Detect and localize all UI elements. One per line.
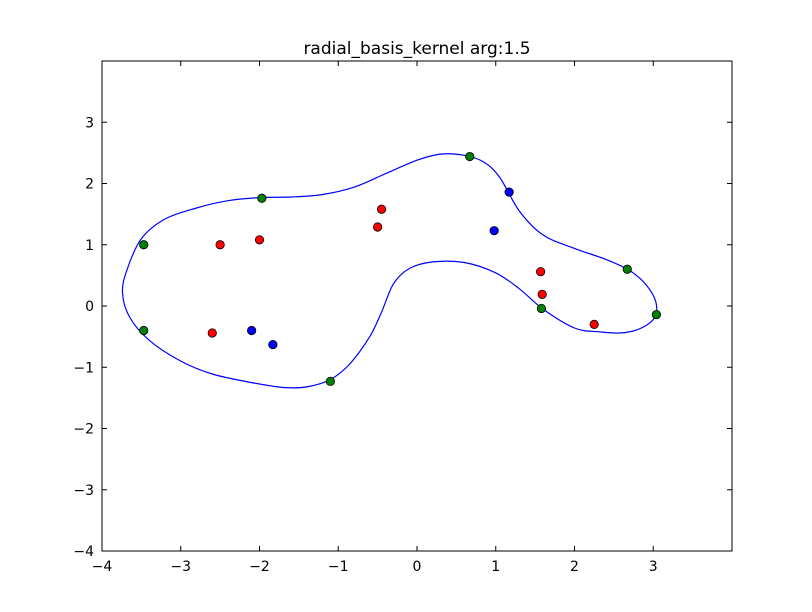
x-tick-label: 2 bbox=[570, 559, 579, 575]
red-point bbox=[373, 222, 383, 232]
blue-point bbox=[247, 325, 257, 336]
red-point bbox=[537, 289, 547, 299]
red-point bbox=[215, 240, 225, 250]
red-point bbox=[254, 235, 265, 245]
y-tick-label: −3 bbox=[73, 483, 94, 499]
y-tick-label: −1 bbox=[73, 360, 94, 376]
green-point bbox=[465, 151, 475, 162]
x-tick-label: 0 bbox=[413, 559, 422, 575]
axes: −4 −3 −2 −1 0 1 2 3 −4 −3 −2 −1 0 1 2 3 bbox=[73, 60, 733, 575]
x-tick-label: −2 bbox=[249, 559, 270, 575]
green-point bbox=[651, 309, 662, 320]
blue-point bbox=[268, 339, 278, 350]
x-tick-label: −1 bbox=[328, 559, 349, 575]
x-tick-label: 3 bbox=[649, 559, 658, 575]
x-tick-label: 1 bbox=[491, 559, 500, 575]
x-tick-label: −4 bbox=[92, 559, 113, 575]
y-tick-label: −4 bbox=[73, 544, 94, 560]
green-point bbox=[536, 303, 547, 314]
x-tick-label: −3 bbox=[170, 559, 191, 575]
y-tick-label: −2 bbox=[73, 422, 94, 438]
blue-point bbox=[489, 226, 499, 236]
red-point bbox=[376, 204, 387, 214]
y-tick-label: 3 bbox=[85, 115, 94, 131]
chart-title: radial_basis_kernel arg:1.5 bbox=[303, 39, 530, 59]
green-point bbox=[257, 193, 267, 203]
y-tick-label: 0 bbox=[85, 299, 94, 315]
y-tick-label: 1 bbox=[85, 238, 94, 254]
red-point bbox=[589, 319, 599, 329]
decision-boundary bbox=[121, 153, 658, 389]
blue-point bbox=[504, 187, 514, 197]
plot-area bbox=[121, 151, 662, 389]
green-point bbox=[325, 376, 335, 386]
green-point bbox=[139, 325, 149, 336]
y-tick-label: 2 bbox=[85, 177, 94, 193]
red-point bbox=[207, 328, 217, 338]
red-point bbox=[536, 267, 546, 277]
green-point bbox=[139, 240, 149, 250]
green-point bbox=[622, 264, 632, 274]
